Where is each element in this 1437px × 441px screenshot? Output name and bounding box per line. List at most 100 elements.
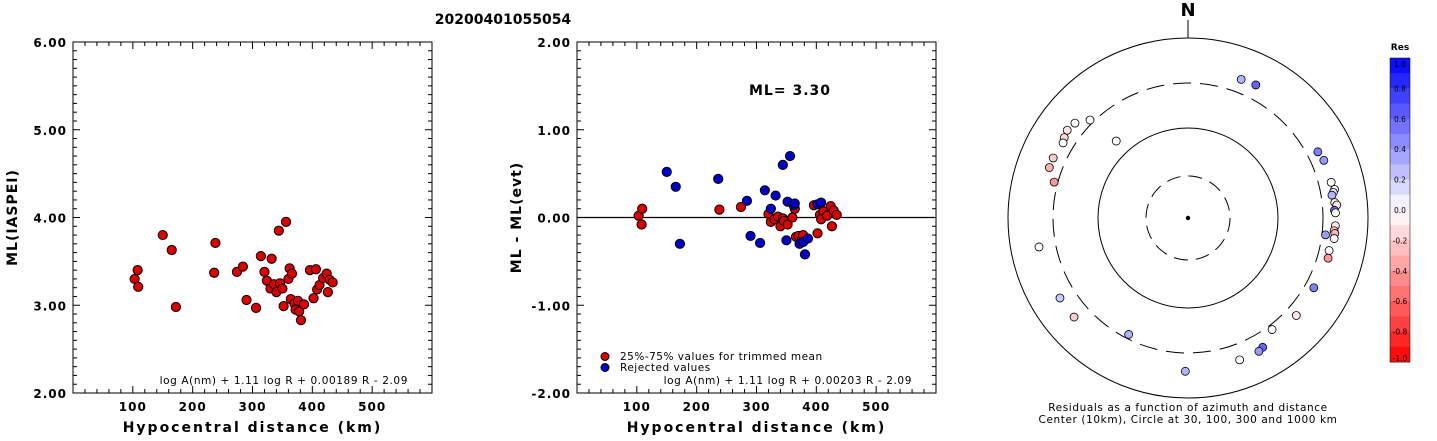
- data-point: [308, 293, 319, 304]
- station-point: [1254, 346, 1264, 356]
- y-axis-label: ML - ML(evt): [509, 162, 525, 273]
- data-point: [170, 301, 182, 313]
- plot-azimuth-residuals: N Residuals as a function of azimuth and …: [1007, 0, 1411, 426]
- station-point: [1034, 242, 1044, 252]
- data-point: [670, 181, 681, 192]
- y-tick-label: 5.00: [33, 124, 67, 138]
- y-tick-label: -1.00: [531, 299, 571, 313]
- data-point: [637, 203, 648, 214]
- station-point: [1313, 147, 1323, 157]
- colorbar-tick-label: -0.8: [1393, 328, 1408, 337]
- data-point: [781, 235, 792, 246]
- station-point: [1049, 177, 1059, 187]
- ring-100km: [1097, 127, 1279, 309]
- x-tick-label: 300: [742, 400, 770, 414]
- data-point: [280, 216, 292, 227]
- x-tick-label: 200: [683, 400, 711, 414]
- data-point: [713, 173, 724, 184]
- colorbar-tick-label: 0.6: [1394, 115, 1406, 124]
- x-tick-label: 400: [802, 400, 830, 414]
- data-point: [789, 198, 800, 209]
- data-point: [255, 251, 266, 262]
- data-point: [166, 244, 177, 256]
- data-point: [735, 201, 747, 213]
- station-point: [1251, 80, 1261, 90]
- data-point: [209, 267, 220, 278]
- formula-label: log A(nm) + 1.11 log R + 0.00189 R - 2.0…: [160, 375, 408, 387]
- data-point: [831, 209, 842, 220]
- colorbar-cell: [1390, 286, 1410, 302]
- data-point: [322, 286, 333, 298]
- colorbar-tick-label: -1.0: [1393, 354, 1408, 363]
- y-tick-label: 2.00: [537, 36, 571, 50]
- colorbar-cell: [1390, 73, 1410, 89]
- x-tick-label: 400: [298, 400, 326, 414]
- colorbar-cell: [1390, 134, 1410, 150]
- y-tick-label: 1.00: [537, 124, 571, 138]
- data-point: [759, 185, 770, 196]
- y-tick-label: 6.00: [33, 36, 67, 50]
- station-point: [1124, 330, 1134, 339]
- data-point: [714, 204, 725, 215]
- y-tick-label: 2.00: [33, 387, 67, 401]
- legend-marker: [600, 363, 610, 372]
- north-label: N: [1180, 0, 1195, 21]
- data-point: [157, 229, 168, 241]
- ml-value-label: ML= 3.30: [749, 83, 831, 99]
- station-point: [1319, 155, 1329, 165]
- colorbar-cell: [1390, 88, 1410, 104]
- colorbar-cell: [1390, 301, 1410, 317]
- caption-line-1: Residuals as a function of azimuth and d…: [1048, 402, 1328, 414]
- station-point: [1327, 190, 1337, 200]
- station-point: [1331, 208, 1340, 218]
- data-point: [777, 159, 788, 170]
- colorbar-cell: [1390, 316, 1410, 332]
- data-point: [802, 233, 814, 244]
- data-point: [661, 166, 672, 177]
- colorbar-tick-label: -0.6: [1393, 297, 1408, 306]
- data-point: [273, 225, 284, 236]
- y-tick-label: -2.00: [531, 387, 571, 401]
- data-point: [787, 212, 798, 223]
- colorbar-tick-label: 0.0: [1394, 206, 1406, 215]
- station-point: [1069, 312, 1079, 322]
- colorbar-cell: [1390, 194, 1410, 211]
- colorbar-frame: [1389, 57, 1411, 363]
- station-point: [1235, 355, 1245, 365]
- data-point: [310, 264, 322, 275]
- data-point: [784, 150, 796, 162]
- data-point: [799, 249, 811, 260]
- colorbar-tick-label: 0.8: [1394, 84, 1406, 93]
- data-point: [277, 283, 288, 294]
- colorbar-cell: [1390, 118, 1410, 135]
- data-point: [266, 253, 277, 264]
- data-point: [286, 268, 298, 279]
- data-point: [754, 237, 766, 249]
- x-axis-label: Hypocentral distance (km): [627, 420, 887, 436]
- plot-magnitude-vs-distance: 100 200 300 400 500 2.00 3.00 4.00 5.00 6.00 Hypoc…: [5, 36, 433, 436]
- station-point: [1058, 138, 1068, 148]
- data-point: [250, 302, 262, 313]
- data-point: [132, 265, 143, 276]
- station-point: [1062, 125, 1072, 135]
- station-point: [1309, 283, 1319, 293]
- station-point: [1085, 115, 1095, 125]
- colorbar-tick-label: 0.2: [1394, 176, 1406, 185]
- station-point: [1055, 293, 1065, 303]
- data-point: [327, 277, 338, 288]
- colorbar-cell: [1390, 240, 1410, 256]
- data-point: [816, 197, 827, 208]
- colorbar-cell: [1390, 58, 1410, 74]
- event-id-title: 20200401055054: [435, 12, 572, 28]
- data-point: [741, 195, 753, 206]
- x-tick-label: 100: [119, 400, 147, 414]
- data-point: [745, 230, 756, 242]
- data-point: [259, 266, 270, 278]
- station-point: [1324, 246, 1334, 255]
- data-point: [237, 261, 249, 272]
- station-point: [1291, 311, 1301, 320]
- station-point: [1044, 163, 1054, 172]
- data-point: [298, 299, 310, 310]
- station-point: [1236, 75, 1246, 84]
- legend-label: 25%-75% values for trimmed mean: [620, 351, 823, 363]
